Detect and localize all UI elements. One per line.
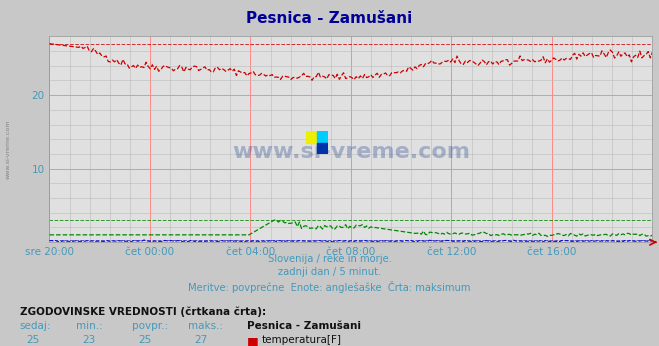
Text: temperatura[F]: temperatura[F] — [262, 335, 341, 345]
Text: Meritve: povprečne  Enote: anglešaške  Črta: maksimum: Meritve: povprečne Enote: anglešaške Črt… — [188, 281, 471, 293]
Text: 25: 25 — [138, 335, 152, 345]
Text: Pesnica - Zamušani: Pesnica - Zamušani — [247, 321, 361, 331]
Text: Slovenija / reke in morje.: Slovenija / reke in morje. — [268, 254, 391, 264]
Bar — [306, 131, 317, 143]
Text: ZGODOVINSKE VREDNOSTI (črtkana črta):: ZGODOVINSKE VREDNOSTI (črtkana črta): — [20, 306, 266, 317]
Text: sedaj:: sedaj: — [20, 321, 51, 331]
Text: ■: ■ — [247, 335, 259, 346]
Text: zadnji dan / 5 minut.: zadnji dan / 5 minut. — [278, 267, 381, 277]
Text: 27: 27 — [194, 335, 208, 345]
Text: min.:: min.: — [76, 321, 103, 331]
Text: www.si-vreme.com: www.si-vreme.com — [232, 142, 470, 162]
Bar — [317, 143, 328, 154]
Text: maks.:: maks.: — [188, 321, 223, 331]
Bar — [317, 131, 328, 143]
Text: 25: 25 — [26, 335, 40, 345]
Text: 23: 23 — [82, 335, 96, 345]
Text: www.si-vreme.com: www.si-vreme.com — [5, 119, 11, 179]
Text: povpr.:: povpr.: — [132, 321, 168, 331]
Text: Pesnica - Zamušani: Pesnica - Zamušani — [246, 11, 413, 26]
